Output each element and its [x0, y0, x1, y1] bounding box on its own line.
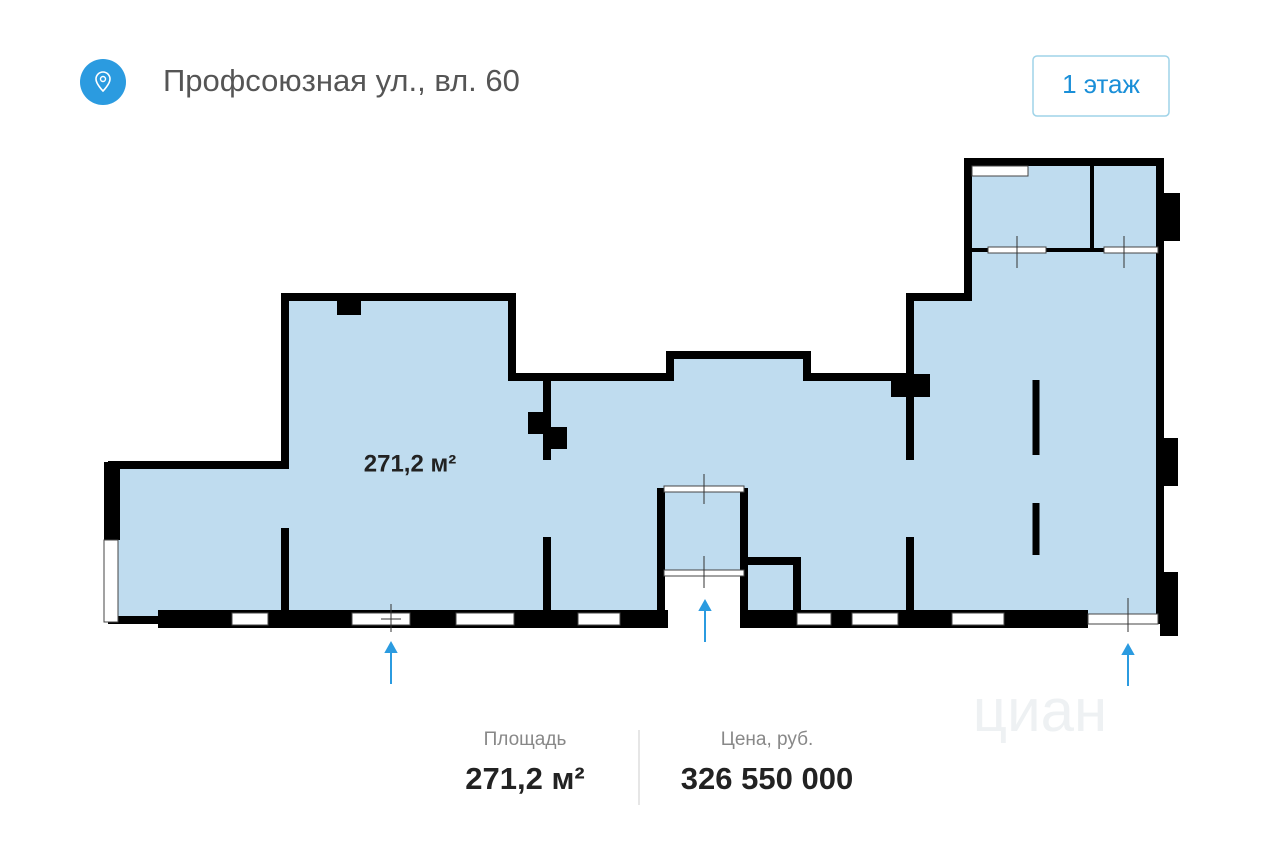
- room-outline: [108, 158, 1164, 624]
- pin: [95, 71, 111, 93]
- price-label: Цена, руб.: [721, 729, 813, 750]
- pin-dot: [99, 75, 107, 83]
- watermark: циан: [973, 677, 1107, 744]
- area-value: 271,2 м²: [465, 761, 584, 796]
- area-label: Площадь: [484, 729, 567, 750]
- price-value: 326 550 000: [681, 761, 853, 796]
- plan: [103, 158, 1180, 686]
- entry-arrows: [384, 598, 1135, 686]
- floor-button-label[interactable]: 1 этаж: [1062, 69, 1140, 99]
- door-marks: [381, 236, 1129, 632]
- floor-button[interactable]: [1032, 55, 1170, 117]
- address: Профсоюзная ул., вл. 60: [163, 63, 520, 98]
- room-area: 271,2 м²: [364, 450, 456, 477]
